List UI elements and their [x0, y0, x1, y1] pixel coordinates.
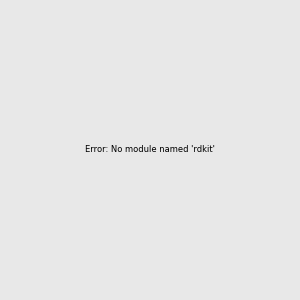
Text: Error: No module named 'rdkit': Error: No module named 'rdkit' — [85, 146, 215, 154]
